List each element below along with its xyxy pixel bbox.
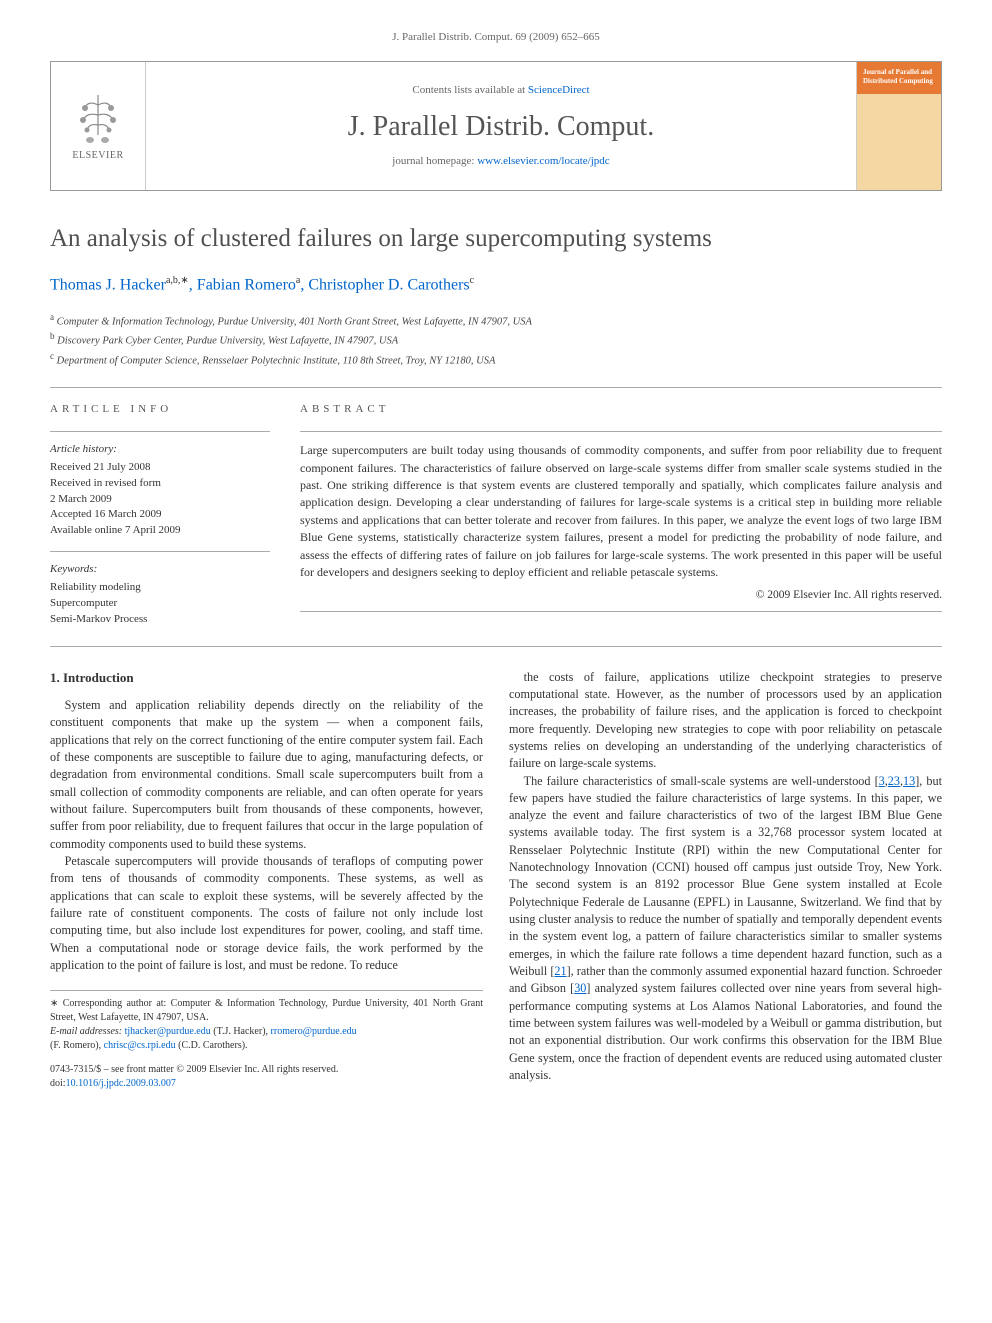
history-line: Available online 7 April 2009 <box>50 523 270 539</box>
intro-para-2: Petascale supercomputers will provide th… <box>50 853 483 974</box>
author-2[interactable]: Fabian Romero <box>197 277 296 294</box>
ref-link-23[interactable]: 23 <box>888 774 900 788</box>
p4-part4: ] analyzed system failures collected ove… <box>509 981 942 1082</box>
journal-cover-thumbnail: Journal of Parallel and Distributed Comp… <box>856 62 941 190</box>
body-two-column: 1. Introduction System and application r… <box>50 669 942 1092</box>
corresponding-footnote: ∗ Corresponding author at: Computer & In… <box>50 990 483 1053</box>
keywords-block: Keywords: Reliability modeling Supercomp… <box>50 562 270 627</box>
journal-title: J. Parallel Distrib. Comput. <box>146 107 856 146</box>
sciencedirect-link[interactable]: ScienceDirect <box>528 84 590 96</box>
doi-label: doi: <box>50 1078 66 1089</box>
info-abstract-row: ARTICLE INFO Article history: Received 2… <box>50 402 942 628</box>
affiliation-a: a Computer & Information Technology, Pur… <box>50 311 942 330</box>
keyword: Semi-Markov Process <box>50 612 270 628</box>
ref-link-13[interactable]: 13 <box>903 774 915 788</box>
affiliation-a-text: Computer & Information Technology, Purdu… <box>57 317 532 328</box>
ref-link-21[interactable]: 21 <box>554 964 566 978</box>
article-info-column: ARTICLE INFO Article history: Received 2… <box>50 402 270 628</box>
abstract-heading: ABSTRACT <box>300 402 942 417</box>
emails-line: E-mail addresses: tjhacker@purdue.edu (T… <box>50 1025 483 1053</box>
keywords-head: Keywords: <box>50 562 270 577</box>
contents-prefix: Contents lists available at <box>412 84 527 96</box>
email-link-2[interactable]: rromero@purdue.edu <box>271 1026 357 1037</box>
email-who-3: (C.D. Carothers). <box>176 1040 248 1051</box>
info-rule-2 <box>50 551 270 552</box>
ref-link-30[interactable]: 30 <box>574 981 586 995</box>
abstract-text: Large supercomputers are built today usi… <box>300 442 942 581</box>
authors-line: Thomas J. Hackera,b,∗, Fabian Romeroa, C… <box>50 274 942 297</box>
history-line: Accepted 16 March 2009 <box>50 507 270 523</box>
history-line: Received 21 July 2008 <box>50 460 270 476</box>
elsevier-label: ELSEVIER <box>72 149 123 163</box>
corresponding-text: ∗ Corresponding author at: Computer & In… <box>50 997 483 1025</box>
author-3[interactable]: Christopher D. Carothers <box>308 277 469 294</box>
running-header: J. Parallel Distrib. Comput. 69 (2009) 6… <box>50 30 942 45</box>
front-matter: 0743-7315/$ – see front matter © 2009 El… <box>50 1063 483 1091</box>
keywords-list: Reliability modeling Supercomputer Semi-… <box>50 580 270 628</box>
intro-para-4: The failure characteristics of small-sca… <box>509 773 942 1085</box>
author-1-sup: a,b,∗ <box>166 275 189 286</box>
separator-rule-2 <box>50 646 942 647</box>
abstract-column: ABSTRACT Large supercomputers are built … <box>300 402 942 628</box>
cover-title: Journal of Parallel and Distributed Comp… <box>863 68 935 85</box>
doi-line: doi:10.1016/j.jpdc.2009.03.007 <box>50 1077 483 1091</box>
homepage-prefix: journal homepage: <box>392 155 477 167</box>
affiliation-c-text: Department of Computer Science, Renssela… <box>57 355 496 366</box>
email-link-3[interactable]: chrisc@cs.rpi.edu <box>104 1040 176 1051</box>
author-1[interactable]: Thomas J. Hacker <box>50 277 166 294</box>
keyword: Reliability modeling <box>50 580 270 596</box>
issn-line: 0743-7315/$ – see front matter © 2009 El… <box>50 1063 483 1077</box>
journal-banner: ELSEVIER Contents lists available at Sci… <box>50 61 942 191</box>
affiliation-c: c Department of Computer Science, Rensse… <box>50 350 942 369</box>
email-who-1: (T.J. Hacker), <box>211 1026 271 1037</box>
elsevier-logo-block: ELSEVIER <box>51 62 146 190</box>
p4-part2: ], but few papers have studied the failu… <box>509 774 942 979</box>
emails-label: E-mail addresses: <box>50 1026 125 1037</box>
keyword: Supercomputer <box>50 596 270 612</box>
email-who-2: (F. Romero), <box>50 1040 104 1051</box>
abstract-copyright: © 2009 Elsevier Inc. All rights reserved… <box>300 587 942 603</box>
intro-para-3: the costs of failure, applications utili… <box>509 669 942 773</box>
p4-part1: The failure characteristics of small-sca… <box>524 774 879 788</box>
homepage-line: journal homepage: www.elsevier.com/locat… <box>146 154 856 169</box>
author-3-sup: c <box>470 275 474 286</box>
intro-para-1: System and application reliability depen… <box>50 697 483 853</box>
history-line: 2 March 2009 <box>50 492 270 508</box>
homepage-link[interactable]: www.elsevier.com/locate/jpdc <box>477 155 609 167</box>
journal-center: Contents lists available at ScienceDirec… <box>146 62 856 190</box>
affiliations: a Computer & Information Technology, Pur… <box>50 311 942 369</box>
email-link-1[interactable]: tjhacker@purdue.edu <box>125 1026 211 1037</box>
author-2-sup: a <box>296 275 300 286</box>
section-1-heading: 1. Introduction <box>50 669 483 687</box>
article-info-heading: ARTICLE INFO <box>50 402 270 417</box>
history-line: Received in revised form <box>50 476 270 492</box>
abstract-rule <box>300 431 942 432</box>
affiliation-b-text: Discovery Park Cyber Center, Purdue Univ… <box>57 336 398 347</box>
elsevier-tree-icon <box>73 90 123 145</box>
separator-rule <box>50 387 942 388</box>
article-history: Received 21 July 2008 Received in revise… <box>50 460 270 540</box>
doi-link[interactable]: 10.1016/j.jpdc.2009.03.007 <box>66 1078 176 1089</box>
info-rule <box>50 431 270 432</box>
contents-available-line: Contents lists available at ScienceDirec… <box>146 83 856 98</box>
affiliation-b: b Discovery Park Cyber Center, Purdue Un… <box>50 330 942 349</box>
article-title: An analysis of clustered failures on lar… <box>50 221 942 256</box>
article-history-head: Article history: <box>50 442 270 457</box>
abstract-bottom-rule <box>300 611 942 612</box>
